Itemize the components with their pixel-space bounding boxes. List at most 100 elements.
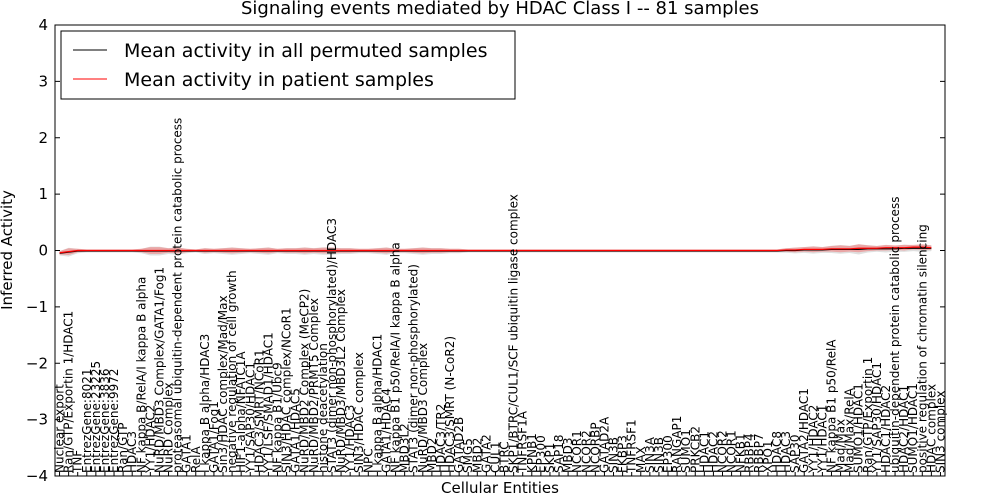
category-label: YY1/SAP30/HDAC1 bbox=[870, 362, 884, 474]
category-label: GATA1 bbox=[180, 434, 194, 473]
category-label: SUMO1 bbox=[679, 429, 693, 473]
category-label: TNFRSF1 bbox=[625, 419, 639, 474]
category-label: YY1/SAP30/HDAC1 bbox=[243, 362, 257, 474]
y-tick-label: −3 bbox=[26, 411, 48, 429]
category-label: NF kappa B/RelA/I kappa B alpha bbox=[134, 277, 148, 473]
category-label: Sin3/HDAC complex/Mad/Max bbox=[216, 295, 230, 473]
category-label: NPC bbox=[361, 448, 375, 473]
y-axis-ticks: −4 −3 −2 −1 0 1 2 3 4 bbox=[26, 16, 945, 485]
legend-label-patient: Mean activity in patient samples bbox=[124, 69, 434, 91]
category-label: CUL1 bbox=[488, 442, 502, 473]
category-label: HDAC1/HDAC2 bbox=[879, 385, 893, 473]
category-label: KPNB1 bbox=[525, 433, 539, 473]
y-tick-label: −1 bbox=[26, 298, 48, 316]
y-axis-title: Inferred Activity bbox=[0, 190, 16, 310]
category-label: GATA1/Fog1 bbox=[207, 401, 221, 473]
category-label: BTRC bbox=[498, 441, 512, 473]
category-label: GATA1/HDAC4 bbox=[379, 388, 393, 473]
category-label: GATA2/HDAC1 bbox=[797, 388, 811, 473]
category-label: GATAD2A bbox=[597, 416, 611, 473]
category-label: RBBP4 bbox=[743, 433, 757, 473]
category-label: SIN3A bbox=[643, 436, 657, 473]
category-label: YY1/HDAC2 bbox=[143, 405, 157, 474]
category-label: Ran/GTP/Exportin 1 bbox=[861, 357, 875, 473]
category-label: HDAC2/HDAC1 bbox=[897, 385, 911, 473]
category-label: NCOR1 bbox=[725, 430, 739, 473]
category-label: SUMO1/HDAC1 bbox=[852, 383, 866, 473]
category-label: HDAC complex bbox=[924, 384, 938, 473]
category-label: NCORBP bbox=[588, 422, 602, 473]
category-label: GATA2 bbox=[479, 434, 493, 473]
chart-title: Signaling events mediated by HDAC Class … bbox=[241, 0, 759, 19]
category-label: HDAC3 bbox=[125, 431, 139, 473]
category-label: YY1/HDAC1 bbox=[815, 405, 829, 474]
category-label: SMG5 bbox=[461, 438, 475, 473]
category-label: GATA1/HDAC5 bbox=[289, 388, 303, 473]
y-tick-label: 0 bbox=[38, 242, 48, 260]
category-label: Ran/GTP/Exportin 1/HDAC1 bbox=[62, 311, 76, 473]
category-label: MAX bbox=[634, 446, 648, 473]
category-label: NuRD/MBD3/MBD3L2 Complex bbox=[334, 289, 348, 473]
category-label: SIN3B bbox=[652, 437, 666, 473]
category-label: proteasomal ubiquitin-dependent protein … bbox=[171, 118, 185, 473]
legend-box bbox=[60, 30, 516, 100]
category-label: MBD2 bbox=[470, 438, 484, 473]
category-label: HDAC8 bbox=[770, 431, 784, 473]
category-label: GATAD2B bbox=[452, 417, 466, 473]
category-label: NF kappa B1/Ubc9 bbox=[271, 362, 285, 473]
category-label: RBBP7 bbox=[752, 433, 766, 473]
category-label: HDAC3/SMRT (N-CoR2) bbox=[443, 336, 457, 473]
category-label: NuRD Complex bbox=[162, 382, 176, 473]
category-label: EntrezGene:9972 bbox=[107, 369, 121, 474]
category-label: TNFRSF1A bbox=[516, 410, 530, 474]
category-label: NuRD/MBD2/PRMT5 Complex bbox=[307, 298, 321, 473]
category-label: RANGAP1 bbox=[670, 416, 684, 473]
category-label: NuRD/MBD3 Complex/GATA1/Fog1 bbox=[152, 267, 166, 473]
y-tick-label: −2 bbox=[26, 354, 48, 372]
category-label: SIN3B bbox=[607, 437, 621, 473]
category-label: Nuclear export bbox=[53, 384, 67, 473]
category-label: NCOR1 bbox=[570, 430, 584, 473]
category-label: EntrezGene:23225 bbox=[89, 361, 103, 473]
y-tick-label: −4 bbox=[26, 467, 48, 485]
category-label: YY1/LSF/SMAD1/HDAC1 bbox=[261, 332, 275, 474]
category-label: ubiquitin-dependent protein catabolic pr… bbox=[888, 197, 902, 473]
category-label: positive regulation of chromatin silenci… bbox=[915, 224, 929, 473]
category-label: SUMO1/HDAC1 bbox=[906, 383, 920, 473]
category-label: EP300 bbox=[534, 435, 548, 473]
category-label: NuRD/MBD3 Complex bbox=[416, 343, 430, 473]
category-label: I kappa B alpha/HDAC3 bbox=[198, 334, 212, 473]
category-label: SAP30 bbox=[788, 434, 802, 473]
band-patient bbox=[59, 244, 932, 256]
category-label: MBD3 bbox=[561, 438, 575, 473]
x-axis-title: Cellular Entities bbox=[441, 479, 559, 497]
category-label: SIN3 complex bbox=[933, 391, 947, 473]
category-label: NCOR2 bbox=[716, 430, 730, 473]
category-label: EP300 bbox=[661, 435, 675, 473]
category-label: SIN3/HDAC complex bbox=[352, 352, 366, 473]
category-label: HDAC3 bbox=[779, 431, 793, 473]
category-label: FKBP3 bbox=[616, 435, 630, 473]
x-axis-ticks bbox=[59, 472, 941, 476]
category-label: HDAC3/SMRT/NCoR1 bbox=[252, 349, 266, 473]
category-label: SKP1 bbox=[543, 443, 557, 473]
category-label: YY1/HDAC2 bbox=[806, 405, 820, 474]
category-label: STAT3 (dimer non-phosphorylated) bbox=[407, 264, 421, 473]
legend-label-permuted: Mean activity in all permuted samples bbox=[124, 40, 487, 62]
y-tick-label: 1 bbox=[38, 185, 48, 203]
category-label: RelA bbox=[189, 445, 203, 473]
category-label: PRKCB2 bbox=[688, 426, 702, 473]
category-label: EntrezGene:8021 bbox=[80, 369, 94, 474]
legend: Mean activity in all permuted samples Me… bbox=[60, 30, 516, 100]
category-label: MBD2 bbox=[425, 438, 439, 473]
category-label: Mad/Max/RelA bbox=[843, 387, 857, 473]
category-label: NuRD/MBD2 Complex (MeCP2) bbox=[298, 289, 312, 473]
category-label: HDAC3/TR2 bbox=[434, 404, 448, 473]
category-label: YY1/HDAC3 bbox=[343, 405, 357, 474]
category-label: NF kappa B1 p50/RelA/I kappa B alpha bbox=[389, 242, 403, 473]
y-tick-label: 3 bbox=[38, 72, 48, 90]
category-label: TNF bbox=[71, 450, 85, 474]
category-label: HIF1-alpha/NFATC1A bbox=[234, 351, 248, 473]
category-label: SAP18 bbox=[552, 434, 566, 473]
